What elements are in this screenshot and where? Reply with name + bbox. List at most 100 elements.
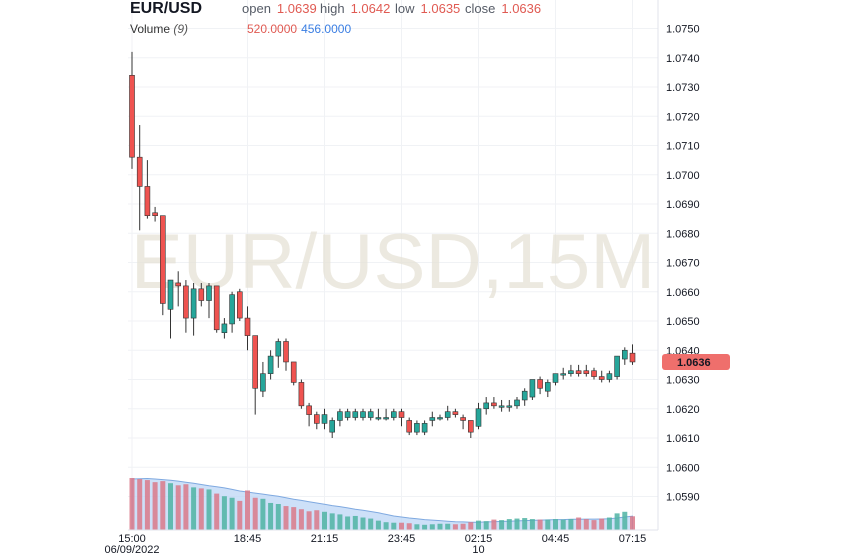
candle[interactable] xyxy=(514,397,520,409)
volume-values: 520.0000 456.0000 xyxy=(247,22,351,36)
candle-body xyxy=(175,282,181,287)
price-tick-label: 1.0600 xyxy=(666,462,700,474)
candle[interactable] xyxy=(160,215,166,316)
candle[interactable] xyxy=(560,367,567,380)
candle[interactable] xyxy=(437,414,443,421)
volume-bar xyxy=(422,524,428,530)
candle-body xyxy=(398,411,405,418)
candle[interactable] xyxy=(229,291,235,333)
volume-bar xyxy=(576,517,582,530)
chart-header: EUR/USD open 1.0639 high 1.0642 low 1.0635 … xyxy=(130,0,670,44)
candle[interactable] xyxy=(329,417,336,438)
candle[interactable] xyxy=(167,279,174,339)
candle[interactable] xyxy=(421,420,428,436)
volume-bar xyxy=(399,522,404,530)
candle[interactable] xyxy=(606,370,613,383)
candle[interactable] xyxy=(467,420,474,438)
candle[interactable] xyxy=(544,379,551,398)
candle[interactable] xyxy=(491,397,497,409)
time-tick-label: 02:15 xyxy=(465,533,493,545)
volume-bar xyxy=(352,515,358,530)
candle[interactable] xyxy=(521,388,528,406)
candle[interactable] xyxy=(614,355,620,380)
candle[interactable] xyxy=(629,344,636,365)
candle-body xyxy=(360,411,366,418)
candle[interactable] xyxy=(360,408,366,421)
candle-body xyxy=(152,212,158,216)
candle[interactable] xyxy=(252,335,258,415)
time-tick-label: 18:45 xyxy=(234,533,262,545)
candle[interactable] xyxy=(621,347,628,365)
candle[interactable] xyxy=(290,361,297,386)
candle[interactable] xyxy=(237,288,243,321)
candle[interactable] xyxy=(129,51,135,169)
candle[interactable] xyxy=(221,318,228,339)
symbol-title[interactable]: EUR/USD xyxy=(130,0,203,17)
candle[interactable] xyxy=(321,408,328,430)
price-tick-label: 1.0740 xyxy=(666,53,700,65)
candle-body xyxy=(544,382,551,392)
price-tick-label: 1.0650 xyxy=(666,316,700,328)
candle[interactable] xyxy=(352,408,359,421)
volume-bar xyxy=(291,507,297,530)
volume-label: Volume xyxy=(130,22,171,36)
volume-bar xyxy=(614,513,620,530)
volume-bar xyxy=(152,482,158,530)
candle[interactable] xyxy=(390,408,397,421)
candle[interactable] xyxy=(452,408,459,418)
candle[interactable] xyxy=(429,411,436,427)
candle[interactable] xyxy=(598,370,605,383)
candle[interactable] xyxy=(506,399,513,412)
candle[interactable] xyxy=(275,338,282,368)
volume-bar xyxy=(206,489,212,530)
candle[interactable] xyxy=(190,282,197,336)
volume-bar xyxy=(214,493,220,530)
candle[interactable] xyxy=(375,408,382,421)
volume-bar xyxy=(198,488,204,530)
candle[interactable] xyxy=(529,379,536,400)
candle[interactable] xyxy=(175,271,181,307)
candle[interactable] xyxy=(583,364,590,377)
candle[interactable] xyxy=(298,379,305,409)
candle[interactable] xyxy=(152,206,158,222)
candle[interactable] xyxy=(414,420,420,436)
candle[interactable] xyxy=(198,282,205,307)
candle[interactable] xyxy=(206,282,212,319)
candle[interactable] xyxy=(306,402,312,427)
candle[interactable] xyxy=(144,160,151,219)
candle[interactable] xyxy=(406,417,413,436)
candle[interactable] xyxy=(460,414,466,430)
candle[interactable] xyxy=(498,399,505,412)
volume-bar xyxy=(329,513,335,530)
candle[interactable] xyxy=(475,402,482,430)
candle[interactable] xyxy=(552,373,559,386)
volume-bar xyxy=(537,519,543,530)
candle[interactable] xyxy=(398,408,405,427)
candle[interactable] xyxy=(344,408,351,421)
candle[interactable] xyxy=(444,405,451,421)
candle-body xyxy=(629,352,636,363)
candle[interactable] xyxy=(337,408,343,427)
candle[interactable] xyxy=(136,125,143,231)
candle[interactable] xyxy=(568,364,574,377)
candle[interactable] xyxy=(575,364,582,377)
candle[interactable] xyxy=(267,350,274,380)
candle[interactable] xyxy=(260,361,266,398)
candle[interactable] xyxy=(367,408,374,421)
candle[interactable] xyxy=(283,338,289,371)
candle-series[interactable] xyxy=(129,51,636,438)
volume-bar xyxy=(476,520,481,530)
candle[interactable] xyxy=(213,285,220,333)
candle[interactable] xyxy=(383,408,389,421)
candle-body xyxy=(321,414,328,424)
candle[interactable] xyxy=(483,397,490,415)
volume-bar xyxy=(591,520,597,530)
volume-bar xyxy=(260,498,266,530)
candle[interactable] xyxy=(313,411,320,430)
candle[interactable] xyxy=(183,280,189,333)
candle[interactable] xyxy=(537,376,543,395)
volume-bar xyxy=(144,480,150,530)
candle[interactable] xyxy=(591,367,597,380)
candle[interactable] xyxy=(244,306,251,351)
